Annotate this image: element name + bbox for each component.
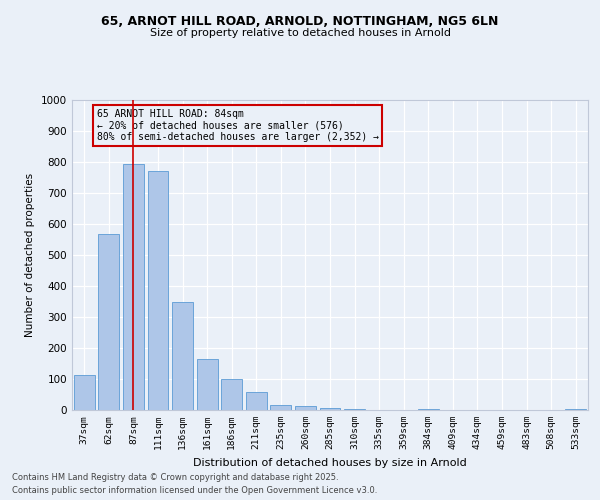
Bar: [418, 409, 439, 410]
Bar: [221, 379, 242, 410]
X-axis label: Distribution of detached houses by size in Arnold: Distribution of detached houses by size …: [193, 458, 467, 468]
Bar: [246, 392, 267, 410]
Bar: [197, 359, 218, 410]
Bar: [172, 302, 193, 410]
Bar: [320, 408, 340, 410]
Text: Contains HM Land Registry data © Crown copyright and database right 2025.: Contains HM Land Registry data © Crown c…: [12, 474, 338, 482]
Text: Contains public sector information licensed under the Open Government Licence v3: Contains public sector information licen…: [12, 486, 377, 495]
Bar: [123, 164, 144, 410]
Text: 65 ARNOT HILL ROAD: 84sqm
← 20% of detached houses are smaller (576)
80% of semi: 65 ARNOT HILL ROAD: 84sqm ← 20% of detac…: [97, 110, 379, 142]
Text: 65, ARNOT HILL ROAD, ARNOLD, NOTTINGHAM, NG5 6LN: 65, ARNOT HILL ROAD, ARNOLD, NOTTINGHAM,…: [101, 15, 499, 28]
Bar: [74, 376, 95, 410]
Bar: [148, 170, 169, 410]
Bar: [98, 234, 119, 410]
Bar: [271, 404, 292, 410]
Y-axis label: Number of detached properties: Number of detached properties: [25, 173, 35, 337]
Bar: [295, 406, 316, 410]
Text: Size of property relative to detached houses in Arnold: Size of property relative to detached ho…: [149, 28, 451, 38]
